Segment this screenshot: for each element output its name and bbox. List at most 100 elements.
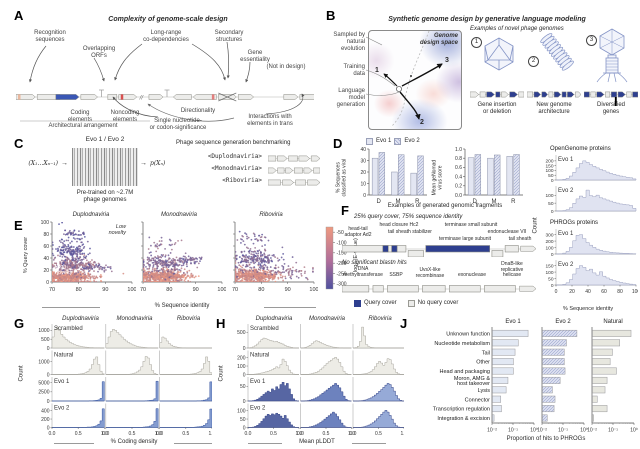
h-ylabel: Count — [218, 365, 225, 382]
svg-text:10⁰: 10⁰ — [580, 428, 588, 434]
svg-text:Transcription regulation: Transcription regulation — [433, 407, 490, 413]
svg-text:80: 80 — [43, 232, 49, 238]
panel-e-label: E — [14, 218, 23, 233]
svg-text:Evo 2: Evo 2 — [558, 188, 574, 194]
svg-text:100: 100 — [545, 193, 553, 199]
panel-h-label: H — [216, 316, 226, 331]
plddt-histograms: 0 500 Scrambled 0 100 200 Natural 0 50 Evo 1 0 50 10… — [226, 324, 404, 436]
panel-j: J Unknown function Nucleotide metabolism T… — [396, 312, 640, 448]
panel-i-label: I — [614, 94, 618, 109]
svg-text:100: 100 — [217, 287, 226, 293]
panel-h: H Count Duplodnaviria Monodnaviria Ribov… — [214, 312, 404, 448]
svg-text:-200: -200 — [337, 261, 347, 267]
h-col-ribo: Riboviria — [368, 316, 392, 322]
svg-text:0.4: 0.4 — [455, 174, 462, 180]
svg-text:0.0: 0.0 — [49, 431, 56, 436]
h-xlabel: Mean pLDDT — [299, 439, 335, 445]
legend-evo2: Evo 2 — [404, 138, 420, 145]
genome-map-ribo — [268, 178, 320, 187]
svg-text:1.0: 1.0 — [455, 147, 462, 153]
g-ylabel: Count — [18, 365, 25, 382]
e-title-ribo: Riboviria — [259, 212, 283, 218]
svg-text:1.0: 1.0 — [401, 431, 404, 436]
svg-text:50: 50 — [240, 384, 246, 390]
svg-text:1000: 1000 — [38, 328, 49, 334]
e-ylabel: % Query cover — [22, 236, 29, 274]
svg-text:100: 100 — [632, 289, 638, 295]
chart-genomad-score: 0.0 0.2 0.4 0.6 0.8 1.0 D M R — [450, 146, 526, 212]
label-secondary-structures: Secondary structures — [214, 30, 244, 43]
marker-1: 1 — [375, 67, 379, 74]
caption-diversified-genes: Diversified genes — [596, 102, 625, 115]
svg-text:100: 100 — [237, 408, 246, 414]
svg-text:0: 0 — [551, 209, 554, 215]
prompt-duplodnaviria: <Duplodnaviria> — [207, 153, 262, 160]
g-col-mono: Monodnaviria — [116, 316, 153, 322]
panel-b-label: B — [326, 8, 336, 23]
svg-text:10⁻¹: 10⁻¹ — [608, 428, 618, 434]
genome-map-2 — [527, 90, 581, 99]
caption-new-architecture: New genome architecture — [536, 102, 572, 115]
svg-text:100: 100 — [41, 220, 50, 226]
f-subtitle-1: 25% query cover, 75% sequence identity — [354, 214, 463, 220]
gene-dnab-helicase: DnaB-like replicative helicase — [500, 261, 524, 279]
icosahedron-phage-icon — [484, 37, 514, 71]
svg-text:Lysis: Lysis — [478, 388, 491, 394]
svg-text:200: 200 — [237, 355, 246, 361]
svg-text:Evo 1: Evo 1 — [505, 319, 521, 325]
e-xlabel: % Sequence identity — [154, 303, 210, 309]
arrow-out-icon: → — [140, 160, 147, 167]
svg-text:0: 0 — [551, 252, 554, 258]
annotation-low-novelty: Low novelty — [108, 224, 126, 237]
panel-a-title: Complexity of genome-scale design — [108, 16, 228, 23]
svg-text:0: 0 — [243, 425, 246, 431]
svg-text:Integration & excision: Integration & excision — [437, 416, 490, 422]
gene-head-closure: head closure Hc2 — [379, 222, 419, 228]
genome-map-3 — [584, 90, 638, 99]
svg-text:40: 40 — [43, 256, 49, 262]
svg-text:70: 70 — [140, 287, 146, 293]
phrog-proportion-bars: Unknown function Nucleotide metabolism Tai… — [404, 316, 640, 436]
svg-text:500: 500 — [237, 330, 246, 336]
f-title: Examples of generated genomic fragments — [387, 203, 503, 209]
svg-text:80: 80 — [76, 287, 82, 293]
svg-text:50: 50 — [548, 201, 554, 207]
genome-map-mono — [268, 166, 320, 175]
svg-text:0: 0 — [363, 193, 366, 199]
svg-text:-50: -50 — [337, 230, 344, 236]
svg-text:10⁻¹: 10⁻¹ — [508, 428, 518, 434]
sequence-identity-histograms: OpenGenome proteins 0 50 100 150 200 Evo 1 0 50 1… — [538, 142, 638, 308]
svg-text:5000: 5000 — [38, 380, 49, 386]
svg-text:0: 0 — [47, 425, 50, 431]
svg-text:0: 0 — [243, 399, 246, 405]
svg-text:Natural: Natural — [603, 319, 622, 325]
evo1-swatch — [366, 138, 373, 145]
svg-text:0.5: 0.5 — [323, 431, 330, 436]
no-query-cover-swatch — [407, 300, 415, 307]
panel-d: D Evo 1 Evo 2 % Sequences classified as … — [326, 132, 532, 216]
svg-text:Evo 1: Evo 1 — [558, 231, 574, 237]
svg-text:0.0: 0.0 — [156, 431, 163, 436]
label-interactions-trans: Interactions with elements in trans — [247, 114, 293, 127]
svg-text:Evo 1: Evo 1 — [250, 379, 266, 385]
svg-text:0.5: 0.5 — [270, 431, 277, 436]
svg-text:Evo 2: Evo 2 — [250, 406, 266, 412]
svg-text:0.0: 0.0 — [102, 431, 109, 436]
svg-text:40: 40 — [585, 289, 591, 295]
marker-3: 3 — [445, 57, 449, 64]
panel-a-label: A — [14, 8, 24, 23]
svg-text:Scrambled: Scrambled — [250, 326, 279, 332]
formula-input: (X₁…Xₙ₋₁) — [28, 160, 58, 167]
caption-gene-insertion: Gene insertion or deletion — [477, 102, 517, 115]
svg-text:200: 200 — [545, 239, 553, 245]
svg-text:150: 150 — [545, 163, 553, 169]
svg-text:M: M — [396, 199, 401, 205]
scatter-monodnaviria: 70 80 90 100 — [138, 220, 226, 296]
svg-text:0.5: 0.5 — [129, 431, 136, 436]
svg-text:Natural: Natural — [250, 353, 269, 359]
scatter-riboviria: 70 80 90 100 — [230, 220, 318, 296]
panel-b-title: Synthetic genome design by generative la… — [388, 16, 586, 23]
query-cover-swatch — [354, 300, 361, 307]
fragment-track-2 — [342, 284, 536, 295]
